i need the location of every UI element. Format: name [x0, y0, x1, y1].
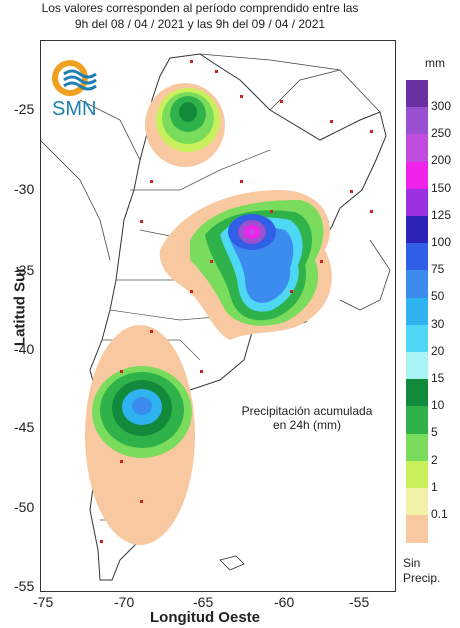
legend-label: 300: [431, 99, 452, 113]
legend-swatch: [406, 460, 428, 489]
legend-label: 15: [431, 371, 445, 385]
y-tick: -50: [14, 499, 35, 515]
precipitation-map: [40, 40, 396, 592]
legend-label: 30: [431, 316, 445, 331]
y-tick: -25: [14, 101, 35, 117]
logo-text: SMN: [52, 98, 97, 120]
legend-swatch: [406, 188, 428, 217]
legend-swatch: [406, 297, 428, 326]
legend-label: 150: [431, 180, 452, 195]
x-tick: -75: [33, 594, 54, 610]
legend-swatch: [406, 216, 428, 244]
legend-swatch: [406, 433, 428, 462]
legend-swatch: [406, 134, 428, 163]
x-tick: -55: [349, 594, 370, 610]
y-tick: -30: [14, 181, 35, 197]
note-line-1: Precipitación acumulada: [241, 404, 373, 418]
y-tick: -55: [14, 578, 35, 594]
y-axis-title: Latitud Sur: [11, 266, 29, 347]
smn-logo: [50, 58, 110, 124]
x-tick: -60: [274, 594, 295, 610]
legend-swatch: [406, 352, 428, 380]
legend-label: 10: [431, 398, 445, 413]
period-line-2: 9h del 08 / 04 / 2021 y las 9h del 09 / …: [74, 17, 326, 31]
note-line-2: en 24h (mm): [272, 418, 342, 432]
legend-swatch: [406, 406, 428, 435]
legend-label: 1: [431, 479, 438, 494]
legend-label: 50: [431, 289, 445, 304]
x-tick: -70: [114, 594, 135, 610]
central-precip-area: [159, 190, 332, 340]
legend-label: 200: [431, 153, 452, 168]
legend-label: 2: [431, 452, 438, 467]
no-precip-label: Sin Precip.: [403, 556, 440, 586]
legend-swatch: [406, 80, 428, 108]
legend-label: 5: [431, 425, 438, 440]
x-tick: -65: [193, 594, 214, 610]
period-header: Los valores corresponden al período comp…: [0, 0, 400, 32]
legend-swatch: [406, 379, 428, 407]
smn-logo-icon: [52, 60, 97, 96]
x-axis-title: Longitud Oeste: [150, 609, 260, 626]
legend-label: 125: [431, 207, 452, 222]
no-precip-line-1: Sin: [403, 556, 421, 570]
malvinas-islands: [219, 555, 245, 571]
nw-precip-area: [145, 83, 225, 167]
map-svg: [40, 53, 391, 581]
legend-swatch: [406, 243, 428, 271]
period-line-1: Los valores corresponden al período comp…: [41, 1, 359, 15]
legend-swatch: [406, 324, 428, 353]
legend-swatch: [406, 488, 428, 516]
legend-swatch: [406, 107, 428, 135]
legend-swatch: [406, 161, 428, 190]
legend-swatch: [406, 515, 428, 543]
legend-unit: mm: [425, 56, 445, 70]
legend-label: 0.1: [431, 507, 448, 521]
no-precip-line-2: Precip.: [403, 571, 441, 585]
legend-label: 75: [431, 262, 445, 277]
y-tick: -40: [14, 341, 35, 357]
y-tick: -35: [14, 262, 35, 278]
legend-label: 20: [431, 343, 445, 358]
accumulation-note: Precipitación acumulada en 24h (mm): [232, 404, 382, 432]
neighbor-borders: [40, 53, 391, 311]
y-tick: -45: [14, 419, 35, 435]
legend-swatch: [406, 270, 428, 299]
patagonia-precip-area: [85, 325, 195, 545]
legend-label: 100: [431, 235, 452, 249]
station-markers: [100, 60, 373, 543]
legend-label: 250: [431, 126, 452, 141]
